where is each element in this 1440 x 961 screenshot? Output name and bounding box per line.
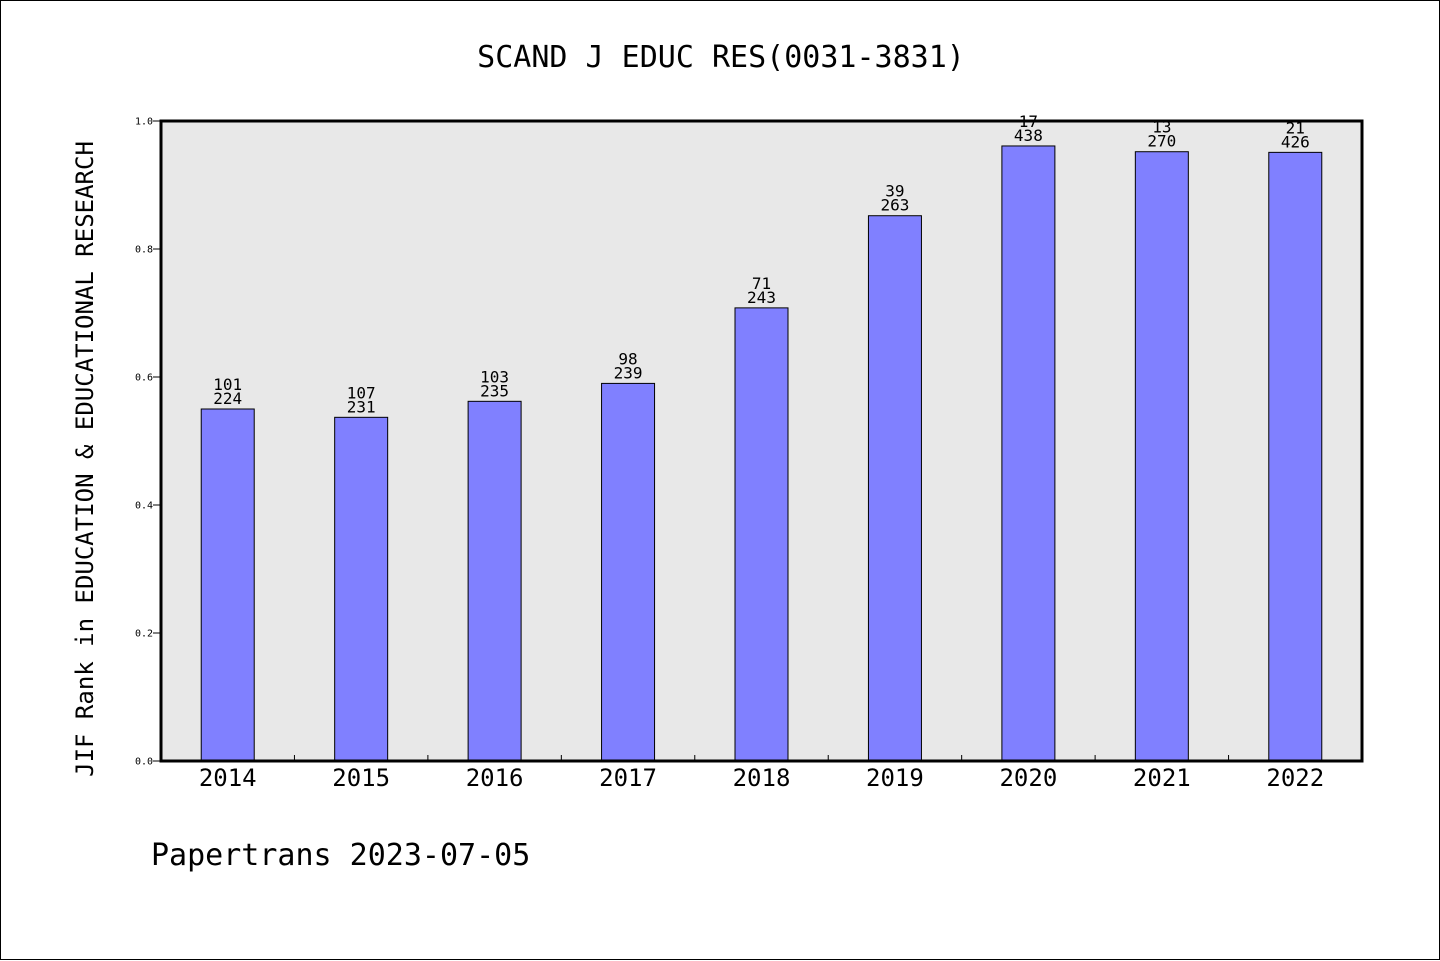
bar-rank-label-2015: 107 — [347, 383, 376, 402]
y-tick-label-0.8: 0.8 — [135, 245, 153, 256]
bar-rank-label-2016: 103 — [480, 367, 509, 386]
x-axis-ticks: 2014 2015 2016 2017 2018 2019 2020 2021 2022 — [199, 755, 1324, 792]
x-tick-label-2019: 2019 — [866, 764, 924, 792]
bar-2015 — [334, 416, 389, 762]
bar-total-label-2019: 263 — [880, 196, 909, 215]
bar-total-label-2015: 231 — [347, 397, 376, 416]
bar-2018 — [734, 307, 789, 762]
x-tick-label-2018: 2018 — [733, 764, 791, 792]
x-tick-label-2017: 2017 — [599, 764, 657, 792]
y-tick-label-0.2: 0.2 — [135, 629, 153, 640]
bars-group — [200, 145, 1323, 762]
y-tick-label-1.0: 1.0 — [135, 117, 153, 128]
bar-rank-label-2022: 21 — [1286, 118, 1305, 137]
bar-total-label-2020: 438 — [1014, 126, 1043, 145]
x-tick-label-2020: 2020 — [999, 764, 1057, 792]
bar-2020 — [1001, 145, 1056, 762]
x-tick-label-2015: 2015 — [332, 764, 390, 792]
chart-title: SCAND J EDUC RES(0031-3831) — [477, 40, 965, 75]
bar-total-label-2018: 243 — [747, 288, 776, 307]
bar-2017 — [601, 382, 656, 762]
bar-total-label-2016: 235 — [480, 381, 509, 400]
bar-2014 — [200, 408, 255, 762]
bar-2019 — [867, 215, 922, 762]
bar-total-label-2021: 270 — [1147, 132, 1176, 151]
x-tick-label-2016: 2016 — [466, 764, 524, 792]
bar-2022 — [1268, 151, 1323, 762]
footer-credit: Papertrans 2023-07-05 — [151, 838, 530, 873]
bar-total-label-2017: 239 — [614, 363, 643, 382]
bar-total-label-2022: 426 — [1281, 132, 1310, 151]
y-axis-label: JIF Rank in EDUCATION & EDUCATIONAL RESE… — [71, 141, 99, 777]
bar-2021 — [1134, 151, 1189, 762]
bar-rank-label-2019: 39 — [885, 182, 904, 201]
bar-rank-label-2014: 101 — [213, 375, 242, 394]
bar-rank-label-2017: 98 — [618, 349, 637, 368]
bar-2016 — [467, 400, 522, 762]
x-tick-label-2022: 2022 — [1266, 764, 1324, 792]
y-axis-ticks: 0.0 0.2 0.4 0.6 0.8 1.0 — [135, 117, 161, 768]
y-tick-label-0.6: 0.6 — [135, 373, 153, 384]
x-tick-label-2014: 2014 — [199, 764, 257, 792]
bar-rank-label-2018: 71 — [752, 274, 771, 293]
y-tick-label-0.0: 0.0 — [135, 757, 153, 768]
x-tick-label-2021: 2021 — [1133, 764, 1191, 792]
plot-border — [159, 119, 1364, 763]
bar-total-label-2014: 224 — [213, 389, 242, 408]
y-tick-label-0.4: 0.4 — [135, 501, 153, 512]
